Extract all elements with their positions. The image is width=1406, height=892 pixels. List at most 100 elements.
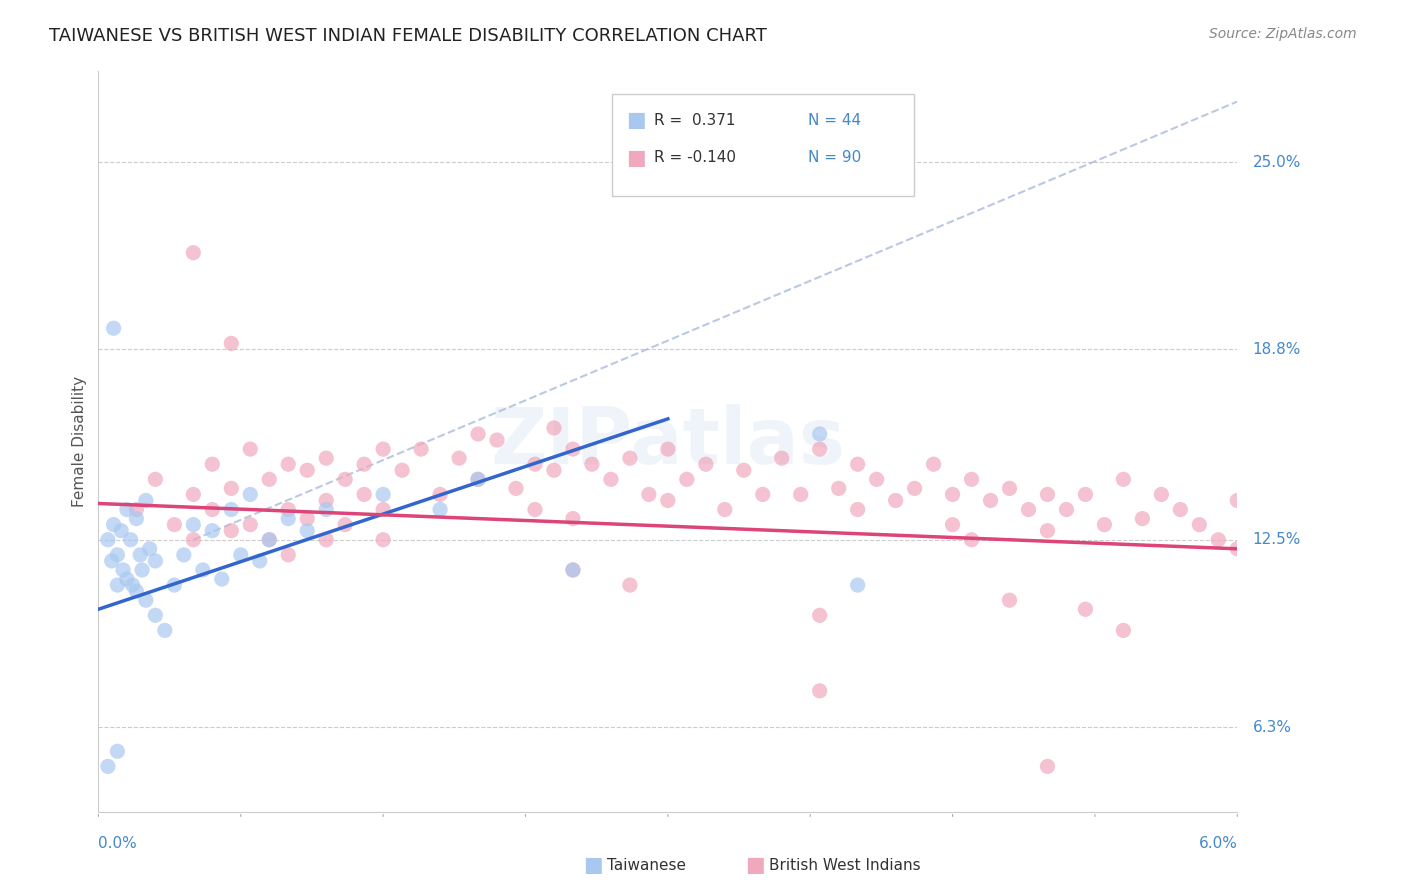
Point bbox=[173, 548, 195, 562]
Text: ZIPatlas: ZIPatlas bbox=[491, 403, 845, 480]
Text: ■: ■ bbox=[745, 855, 765, 875]
Point bbox=[808, 683, 831, 698]
Point bbox=[97, 533, 120, 547]
Point bbox=[125, 502, 148, 516]
Point bbox=[904, 482, 927, 496]
Point bbox=[191, 563, 214, 577]
Point bbox=[486, 433, 509, 447]
Text: Source: ZipAtlas.com: Source: ZipAtlas.com bbox=[1209, 27, 1357, 41]
Point bbox=[107, 744, 129, 758]
Point bbox=[201, 524, 224, 538]
Point bbox=[1226, 493, 1249, 508]
Point bbox=[713, 502, 737, 516]
Point bbox=[998, 593, 1021, 607]
Point bbox=[657, 442, 679, 456]
Point bbox=[371, 442, 394, 456]
Point bbox=[125, 584, 148, 599]
Point bbox=[335, 517, 357, 532]
Point bbox=[884, 493, 907, 508]
Point bbox=[808, 427, 831, 442]
Point bbox=[411, 442, 433, 456]
Text: 25.0%: 25.0% bbox=[1253, 154, 1301, 169]
Point bbox=[922, 457, 945, 471]
Point bbox=[145, 608, 166, 623]
Point bbox=[145, 472, 166, 486]
Point bbox=[353, 457, 375, 471]
Point bbox=[676, 472, 699, 486]
Text: ■: ■ bbox=[626, 148, 645, 168]
Text: TAIWANESE VS BRITISH WEST INDIAN FEMALE DISABILITY CORRELATION CHART: TAIWANESE VS BRITISH WEST INDIAN FEMALE … bbox=[49, 27, 768, 45]
Text: 6.0%: 6.0% bbox=[1198, 836, 1237, 851]
Text: N = 44: N = 44 bbox=[808, 113, 862, 128]
Point bbox=[129, 548, 152, 562]
Text: British West Indians: British West Indians bbox=[769, 858, 921, 872]
Point bbox=[1036, 759, 1059, 773]
Point bbox=[138, 541, 160, 556]
Point bbox=[112, 563, 135, 577]
Point bbox=[1054, 502, 1078, 516]
Point bbox=[942, 487, 965, 501]
Point bbox=[523, 502, 546, 516]
Point bbox=[619, 451, 641, 466]
Text: R =  0.371: R = 0.371 bbox=[654, 113, 735, 128]
Point bbox=[1018, 502, 1040, 516]
Point bbox=[121, 578, 143, 592]
Point bbox=[277, 511, 299, 525]
Point bbox=[183, 517, 205, 532]
Point bbox=[277, 548, 299, 562]
Point bbox=[120, 533, 142, 547]
Point bbox=[183, 533, 205, 547]
Point bbox=[808, 442, 831, 456]
Point bbox=[467, 427, 489, 442]
Point bbox=[249, 554, 271, 568]
Point bbox=[153, 624, 176, 638]
Point bbox=[125, 511, 148, 525]
Point bbox=[115, 572, 138, 586]
Point bbox=[543, 463, 565, 477]
Point bbox=[657, 493, 679, 508]
Point bbox=[733, 463, 755, 477]
Point bbox=[97, 759, 120, 773]
Point bbox=[259, 472, 281, 486]
Point bbox=[219, 502, 243, 516]
Point bbox=[297, 463, 319, 477]
Point bbox=[277, 502, 299, 516]
Point bbox=[135, 593, 157, 607]
Point bbox=[371, 487, 394, 501]
Text: N = 90: N = 90 bbox=[808, 151, 862, 165]
Point bbox=[239, 487, 262, 501]
Point bbox=[1094, 517, 1116, 532]
Point bbox=[523, 457, 546, 471]
Point bbox=[1036, 487, 1059, 501]
Point bbox=[335, 472, 357, 486]
Point bbox=[1112, 472, 1135, 486]
Point bbox=[219, 336, 243, 351]
Point bbox=[1074, 487, 1097, 501]
Point bbox=[1208, 533, 1230, 547]
Point bbox=[183, 487, 205, 501]
Point bbox=[960, 533, 983, 547]
Text: 0.0%: 0.0% bbox=[98, 836, 138, 851]
Point bbox=[239, 517, 262, 532]
Point bbox=[1226, 541, 1249, 556]
Point bbox=[315, 451, 337, 466]
Point bbox=[371, 502, 394, 516]
Y-axis label: Female Disability: Female Disability bbox=[72, 376, 87, 508]
Point bbox=[219, 524, 243, 538]
Point bbox=[259, 533, 281, 547]
Point bbox=[219, 482, 243, 496]
Point bbox=[163, 517, 186, 532]
Point bbox=[808, 608, 831, 623]
Text: ■: ■ bbox=[626, 111, 645, 130]
Point bbox=[103, 517, 125, 532]
Point bbox=[846, 578, 869, 592]
Point bbox=[115, 502, 138, 516]
Point bbox=[619, 578, 641, 592]
Text: Taiwanese: Taiwanese bbox=[607, 858, 686, 872]
Point bbox=[637, 487, 661, 501]
Point bbox=[239, 442, 262, 456]
Point bbox=[1150, 487, 1173, 501]
Point bbox=[277, 457, 299, 471]
Point bbox=[561, 511, 585, 525]
Point bbox=[447, 451, 470, 466]
